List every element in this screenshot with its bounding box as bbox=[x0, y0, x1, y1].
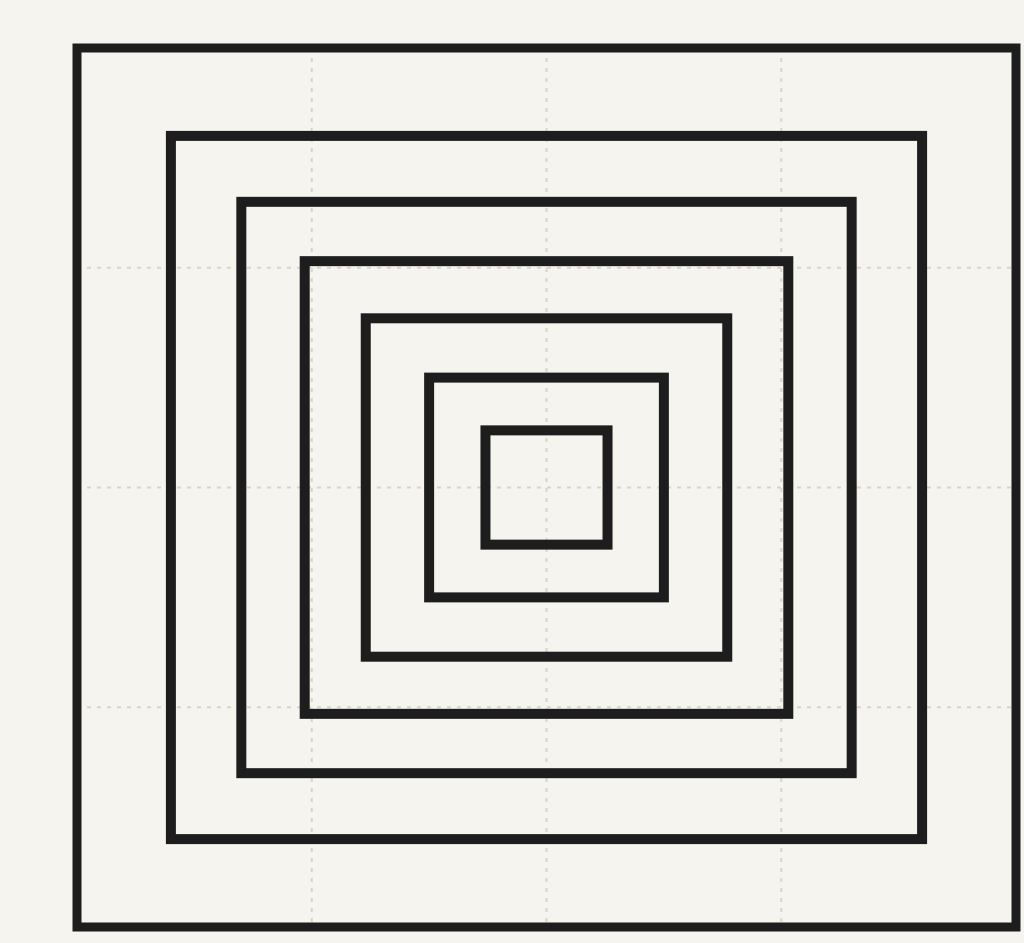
figure-root: 0 100 200 300 400 100 200 300 400 bbox=[0, 0, 1024, 943]
background bbox=[0, 0, 1024, 943]
plot-svg bbox=[0, 0, 1024, 943]
